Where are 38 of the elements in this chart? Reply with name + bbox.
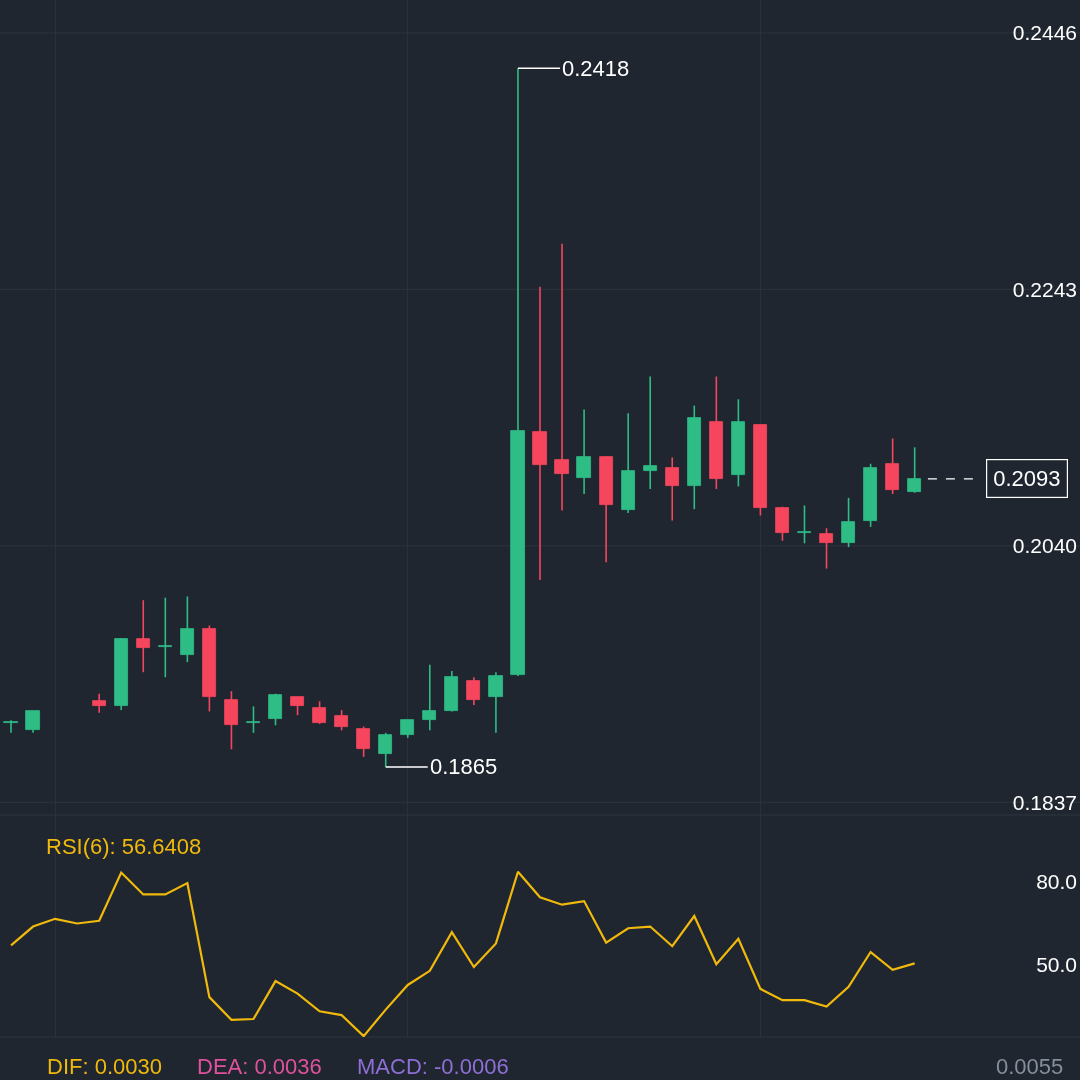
candlestick (312, 700, 326, 725)
y-tick-label: 0.2446 (1012, 21, 1077, 45)
candlestick (268, 692, 282, 727)
text: MACD: -0.0006 (357, 1054, 509, 1079)
text: DEA: 0.0036 (197, 1054, 322, 1079)
text: 0.0055 (996, 1054, 1064, 1079)
candlestick (334, 709, 348, 732)
candlestick (224, 690, 238, 751)
candlestick (907, 446, 921, 494)
y-tick-label: 0.2243 (1012, 277, 1077, 301)
y-tick-label: 50.0 (1036, 952, 1077, 976)
candlestick (775, 505, 789, 542)
candlestick (709, 375, 723, 490)
candlestick (797, 504, 811, 545)
candlestick (863, 462, 877, 528)
line-series (9, 870, 916, 1037)
candlestick (356, 725, 370, 758)
y-tick-label: 0.2040 (1012, 534, 1077, 558)
candlestick (643, 375, 657, 490)
text: DIF: 0.0030 (47, 1054, 162, 1079)
candlestick (3, 719, 18, 734)
candlestick (885, 437, 899, 495)
candlestick (753, 423, 767, 517)
candlestick (246, 705, 260, 734)
y-tick-label: 0.1837 (1012, 790, 1077, 814)
candlestick (158, 596, 172, 679)
candlestick (202, 624, 216, 713)
candlestick (25, 710, 40, 734)
candlestick (819, 527, 833, 570)
candlestick (731, 398, 745, 488)
y-tick-label: 80.0 (1036, 869, 1077, 893)
candlestick (841, 497, 855, 548)
annotation: 0.2418 (562, 56, 630, 81)
candlestick (92, 692, 106, 714)
candlestick (180, 595, 194, 663)
annotation: 0.1865 (430, 754, 498, 779)
text: RSI(6): 56.6408 (46, 834, 202, 859)
ref-line-label: 0.2093 (993, 466, 1061, 492)
